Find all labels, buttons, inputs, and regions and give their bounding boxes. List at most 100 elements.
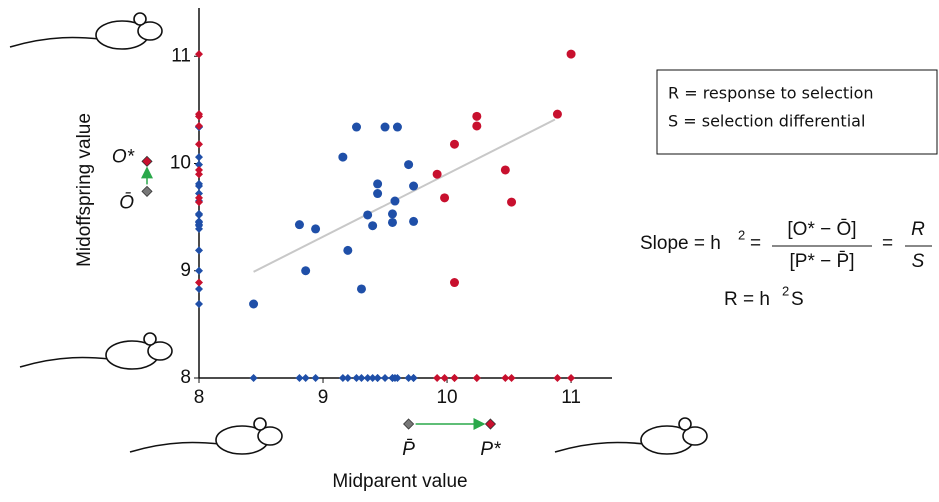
x-rug-diamond xyxy=(301,374,310,382)
y-rug-diamond xyxy=(195,170,203,179)
mean-marker xyxy=(403,418,415,430)
formula-text: S xyxy=(912,251,925,272)
point xyxy=(409,216,419,226)
x-rug-diamond xyxy=(450,374,459,382)
formula-text: [O* − Ō] xyxy=(787,219,856,240)
y-rug-diamond xyxy=(195,193,203,202)
x-rug-diamond xyxy=(501,374,510,382)
x-rug-diamond xyxy=(363,374,372,382)
x-rug-diamond xyxy=(433,374,442,382)
point xyxy=(294,220,304,230)
x-rug-diamond xyxy=(352,374,361,382)
point xyxy=(311,224,321,234)
point xyxy=(409,181,419,191)
point xyxy=(552,109,562,119)
x-rug-diamond xyxy=(553,374,562,382)
point xyxy=(387,209,397,219)
y-rug-diamond xyxy=(195,284,203,293)
legend-box xyxy=(656,69,938,155)
point xyxy=(440,193,450,203)
y-rug-diamond xyxy=(195,165,203,174)
y-rug-diamond xyxy=(195,217,203,226)
formula-text: Slope = h xyxy=(640,233,721,254)
x-axis-label: Midparent value xyxy=(332,471,467,492)
point xyxy=(352,122,362,132)
formula-text: [P* − P̄] xyxy=(790,251,855,272)
point xyxy=(356,284,366,294)
y-rug-diamond xyxy=(195,198,203,207)
point xyxy=(566,49,576,59)
mean-marker xyxy=(484,418,497,430)
x-rug-diamond xyxy=(507,374,516,382)
point xyxy=(343,245,353,255)
x-rug-diamond xyxy=(295,374,304,382)
formula-text: S xyxy=(791,289,804,310)
y-tick-label: 10 xyxy=(170,153,191,174)
y-rug-diamond xyxy=(195,300,203,308)
point xyxy=(387,217,397,227)
mean-marker xyxy=(141,155,153,167)
y-rug-diamond xyxy=(195,121,203,130)
point xyxy=(363,210,373,220)
y-rug-diamond xyxy=(195,110,203,119)
point xyxy=(373,189,383,199)
y-tick-label: 9 xyxy=(180,260,191,281)
mean-label: P* xyxy=(480,439,501,460)
point xyxy=(301,266,311,276)
x-rug-diamond xyxy=(343,374,352,382)
y-rug-diamond xyxy=(195,182,203,191)
y-axis-label: Midoffspring value xyxy=(74,113,95,267)
legend-text: S = selection differential xyxy=(668,112,865,131)
point xyxy=(500,165,510,175)
x-rug-diamond xyxy=(393,374,402,382)
point xyxy=(338,152,348,162)
point xyxy=(390,196,400,206)
point xyxy=(507,197,517,207)
y-rug-diamond xyxy=(195,189,203,198)
point xyxy=(392,122,402,132)
y-tick-label: 8 xyxy=(180,367,191,388)
x-tick-label: 8 xyxy=(194,387,205,408)
point xyxy=(404,160,414,170)
point xyxy=(368,221,378,231)
point xyxy=(472,121,482,131)
x-rug-diamond xyxy=(338,374,347,382)
point xyxy=(380,122,390,132)
x-rug-diamond xyxy=(357,374,366,382)
x-rug-diamond xyxy=(404,374,413,382)
point xyxy=(373,179,383,189)
x-rug-diamond xyxy=(368,374,377,382)
y-rug-diamond xyxy=(195,140,203,149)
x-rug-diamond xyxy=(409,374,418,382)
formula-text: 2 xyxy=(738,227,745,242)
x-rug-diamond xyxy=(373,374,382,382)
y-rug-diamond xyxy=(195,278,203,287)
point xyxy=(449,278,459,288)
mean-label: O* xyxy=(112,146,135,167)
y-rug-diamond xyxy=(195,209,203,218)
x-tick-label: 10 xyxy=(436,387,457,408)
mean-label: P̄ xyxy=(402,439,415,460)
mouse-icon xyxy=(129,417,283,455)
x-rug-diamond xyxy=(381,374,390,382)
point xyxy=(449,139,459,149)
y-tick-label: 11 xyxy=(171,45,191,66)
point xyxy=(249,299,259,309)
regression-line xyxy=(253,118,556,273)
x-rug-diamond xyxy=(472,374,481,382)
x-rug-diamond xyxy=(440,374,449,382)
formula-text: R = h xyxy=(724,289,770,310)
x-rug-diamond xyxy=(249,374,258,382)
mean-label: Ō xyxy=(119,192,134,213)
mouse-icon xyxy=(554,417,708,455)
mouse-icon xyxy=(9,12,163,50)
mouse-icon xyxy=(19,332,173,370)
y-rug-diamond xyxy=(195,50,203,59)
x-tick-label: 9 xyxy=(318,387,329,408)
y-rug-diamond xyxy=(195,160,203,169)
y-rug-diamond xyxy=(195,153,203,162)
y-rug-diamond xyxy=(195,246,203,255)
x-tick-label: 11 xyxy=(561,387,581,408)
